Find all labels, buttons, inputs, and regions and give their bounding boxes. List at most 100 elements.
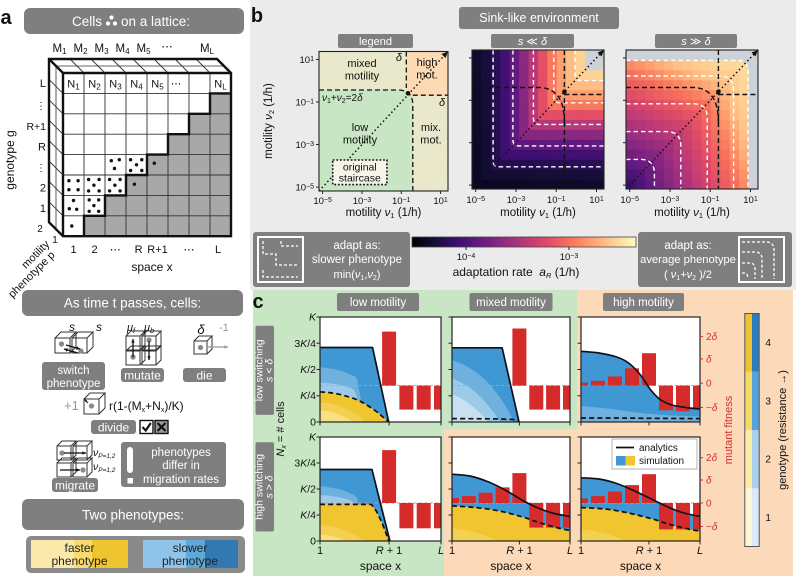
svg-text:δ: δ	[439, 97, 446, 109]
svg-text:101: 101	[433, 196, 448, 207]
svg-text:motility ν1 (1/h): motility ν1 (1/h)	[346, 207, 422, 220]
svg-text:analytics: analytics	[639, 443, 678, 454]
svg-text:mot.: mot.	[420, 135, 441, 147]
svg-text:c: c	[252, 291, 263, 313]
svg-text:⋯: ⋯	[161, 41, 173, 53]
svg-text:space x: space x	[620, 559, 661, 573]
svg-text:3: 3	[765, 396, 771, 407]
svg-text:2: 2	[765, 455, 771, 466]
svg-text:slower phenotype: slower phenotype	[312, 254, 402, 266]
svg-text:space x: space x	[490, 559, 531, 573]
svg-text:10−1: 10−1	[392, 196, 411, 207]
svg-text:1: 1	[40, 203, 46, 215]
svg-text:mutant fitness: mutant fitness	[723, 395, 735, 464]
svg-text:Sink-like environment: Sink-like environment	[479, 11, 599, 25]
svg-text:( ν1+ν2 )/2: ( ν1+ν2 )/2	[664, 269, 712, 282]
svg-text:N3: N3	[109, 79, 122, 92]
svg-text:high switching: high switching	[254, 454, 266, 520]
svg-text:mot.: mot.	[416, 70, 437, 82]
svg-text:10−5: 10−5	[466, 195, 485, 206]
svg-text:K/4: K/4	[300, 390, 316, 402]
svg-text:M5: M5	[136, 43, 151, 56]
svg-text:2δ: 2δ	[706, 332, 718, 343]
svg-text:⋯: ⋯	[171, 78, 182, 90]
svg-text:adaptation rate aR (1/h): adaptation rate aR (1/h)	[453, 265, 580, 280]
svg-text:motility: motility	[343, 135, 378, 147]
svg-text:adapt as:: adapt as:	[664, 240, 711, 252]
svg-text:a: a	[0, 7, 12, 29]
svg-text:space x: space x	[360, 559, 401, 573]
svg-text:min(ν1,ν2): min(ν1,ν2)	[334, 269, 381, 282]
svg-text:high motility: high motility	[613, 297, 674, 309]
svg-text:L: L	[438, 545, 444, 557]
svg-text:δ: δ	[396, 52, 403, 64]
svg-text:motility ν1 (1/h): motility ν1 (1/h)	[654, 207, 730, 220]
svg-text:νP=1,2: νP=1,2	[93, 447, 116, 460]
svg-text:motility ν1 (1/h): motility ν1 (1/h)	[500, 207, 576, 220]
svg-text:die: die	[196, 369, 212, 383]
svg-text:legend: legend	[359, 36, 392, 48]
svg-text:K/4: K/4	[300, 510, 316, 522]
svg-text:L: L	[215, 244, 221, 256]
svg-text:slower: slower	[173, 541, 208, 555]
svg-text:mixed motility: mixed motility	[476, 297, 546, 309]
svg-text:r(1-(Mx+Nx)/K): r(1-(Mx+Nx)/K)	[109, 399, 184, 414]
svg-text:s ≫ δ: s ≫ δ	[681, 36, 711, 48]
svg-text:⋯: ⋯	[110, 244, 121, 256]
svg-text:mix.: mix.	[421, 122, 441, 134]
svg-text:space x: space x	[131, 260, 172, 274]
svg-text:migration rates: migration rates	[143, 474, 219, 486]
svg-text:2: 2	[37, 224, 43, 235]
svg-text:⋮: ⋮	[36, 101, 46, 112]
svg-text:ML: ML	[200, 43, 215, 56]
svg-text:10−5: 10−5	[313, 196, 332, 207]
svg-text:L: L	[567, 545, 573, 557]
svg-text:low motility: low motility	[350, 297, 406, 309]
svg-text:s ≪ δ: s ≪ δ	[518, 36, 548, 48]
svg-text:−δ: −δ	[706, 403, 718, 414]
svg-text:10−4: 10−4	[457, 252, 476, 263]
svg-text:⋮: ⋮	[36, 163, 46, 174]
svg-text:μf: μf	[126, 322, 136, 335]
svg-text:δ: δ	[197, 322, 205, 337]
svg-text:switch: switch	[58, 365, 90, 377]
svg-text:-1: -1	[219, 322, 229, 334]
svg-text:1: 1	[52, 235, 58, 246]
svg-text:M3: M3	[94, 43, 109, 56]
svg-text:mixed: mixed	[347, 58, 376, 70]
svg-text:phenotype: phenotype	[47, 378, 101, 390]
svg-text:νP=1,2: νP=1,2	[93, 461, 116, 474]
svg-text:2: 2	[40, 183, 46, 195]
svg-text:10−3: 10−3	[353, 196, 372, 207]
svg-text:s: s	[69, 320, 75, 334]
svg-text:101: 101	[589, 195, 604, 206]
svg-text:genotype (resistance →): genotype (resistance →)	[777, 370, 789, 490]
svg-text:phenotype: phenotype	[51, 554, 107, 568]
svg-text:s: s	[96, 320, 102, 334]
svg-text:N1: N1	[67, 79, 80, 92]
svg-text:2: 2	[91, 244, 97, 256]
svg-text:K/2: K/2	[300, 484, 316, 496]
svg-text:1: 1	[765, 513, 771, 524]
svg-text:1: 1	[578, 545, 584, 557]
svg-text:s > δ: s > δ	[264, 475, 276, 498]
svg-text:K: K	[309, 432, 317, 444]
svg-text:⋯: ⋯	[184, 244, 195, 256]
svg-text:average phenotype: average phenotype	[640, 254, 736, 266]
svg-text:Two phenotypes:: Two phenotypes:	[82, 508, 184, 523]
svg-text:As time t passes, cells:: As time t passes, cells:	[64, 296, 201, 311]
svg-text:b: b	[251, 5, 263, 27]
svg-text:NL: NL	[214, 79, 227, 92]
svg-text:δ: δ	[706, 476, 712, 487]
svg-text:divide: divide	[98, 421, 130, 435]
svg-text:K: K	[309, 312, 317, 324]
svg-text:high: high	[417, 57, 438, 69]
svg-text:R: R	[135, 244, 143, 256]
svg-text:faster: faster	[64, 541, 94, 555]
svg-text:R + 1: R + 1	[506, 545, 533, 557]
svg-text:0: 0	[706, 499, 712, 510]
svg-text:R + 1: R + 1	[636, 545, 663, 557]
svg-text:low switching: low switching	[254, 339, 266, 401]
svg-text:−δ: −δ	[706, 522, 718, 533]
svg-text:migrate: migrate	[55, 479, 95, 493]
